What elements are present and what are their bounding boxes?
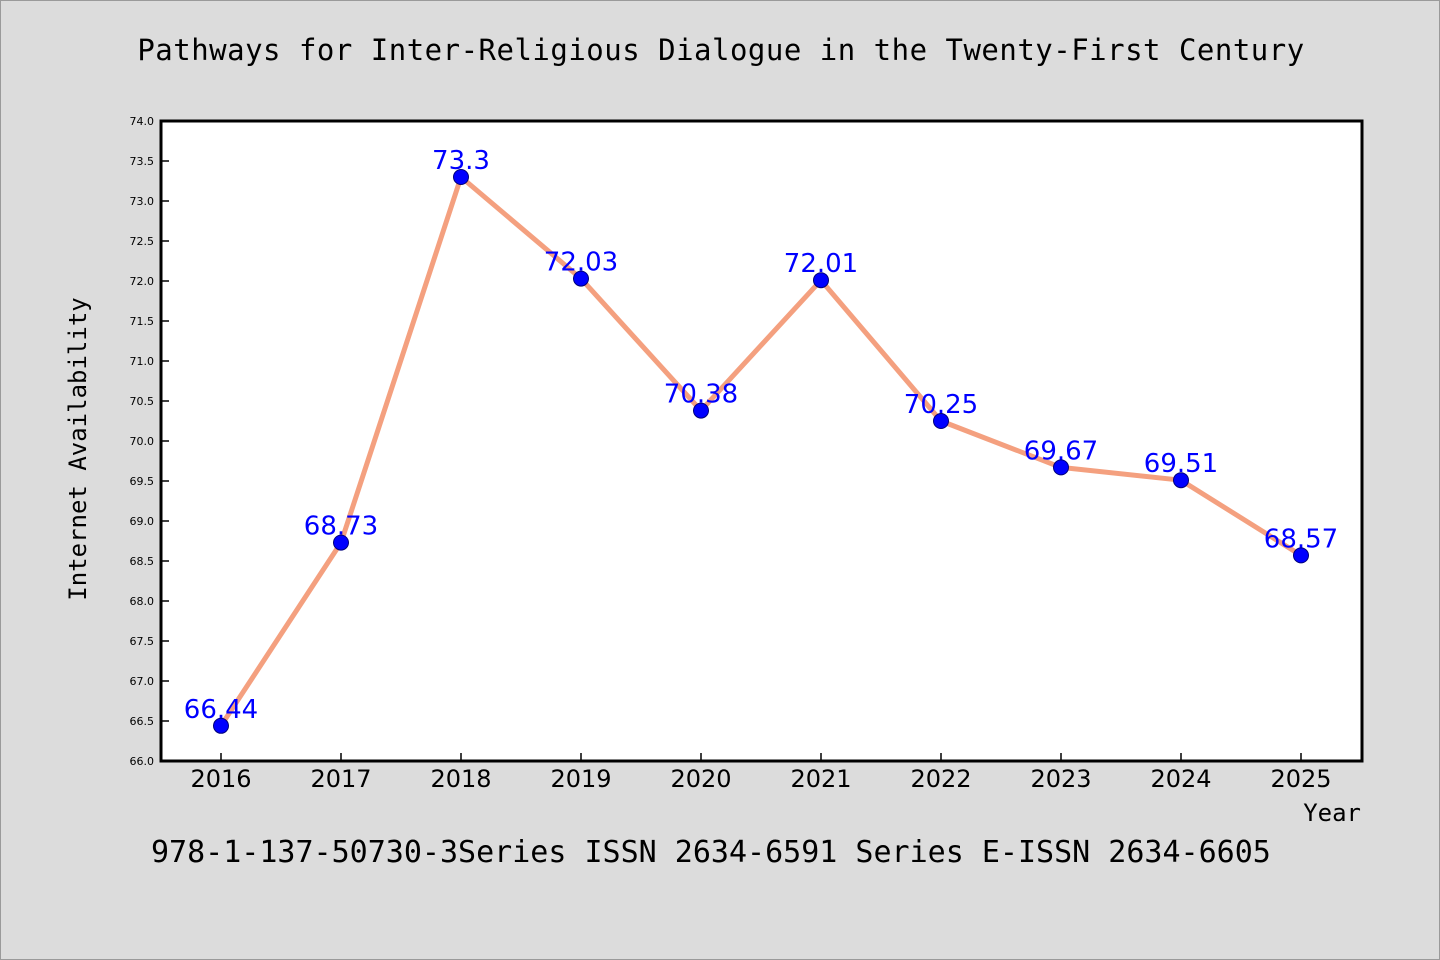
y-tick-label: 66.0 [130, 755, 155, 768]
x-axis: 2016 2017 2018 2019 2020 2021 2022 2023 2024 2025 [190, 753, 1332, 793]
y-tick-label: 68.0 [130, 595, 155, 608]
x-tick-label: 2022 [910, 765, 971, 793]
y-tick-label: 71.5 [130, 315, 155, 328]
x-tick-label: 2023 [1030, 765, 1091, 793]
x-tick-label: 2021 [790, 765, 851, 793]
y-tick-label: 72.5 [130, 235, 155, 248]
y-axis-label: Internet Availability [64, 297, 92, 600]
x-tick-label: 2020 [670, 765, 731, 793]
x-tick-label: 2024 [1150, 765, 1211, 793]
x-tick-label: 2025 [1270, 765, 1331, 793]
y-axis: 66.0 66.5 67.0 67.5 68.0 68.5 69.0 69.5 70.0 70.5… [130, 115, 169, 768]
y-tick-label: 68.5 [130, 555, 155, 568]
data-point [453, 169, 469, 185]
data-point [693, 402, 709, 419]
data-label: 72.03 [544, 248, 618, 278]
x-axis-label: Year [1303, 799, 1361, 827]
series-line [218, 174, 1303, 728]
data-point [1173, 472, 1189, 489]
x-tick-label: 2016 [190, 765, 251, 793]
y-tick-label: 73.5 [130, 155, 155, 168]
data-label: 68.73 [304, 512, 378, 542]
data-label: 73.3 [432, 146, 490, 176]
y-tick-label: 71.0 [130, 355, 155, 368]
data-point [933, 413, 949, 429]
data-label: 70.38 [664, 380, 738, 410]
data-point [213, 717, 229, 734]
y-tick-label: 74.0 [130, 115, 155, 128]
data-label: 70.25 [904, 390, 978, 420]
data-point [1053, 459, 1069, 476]
data-label: 68.57 [1264, 524, 1338, 554]
y-tick-label: 72.0 [130, 275, 155, 288]
data-label: 69.67 [1024, 436, 1098, 466]
data-point [1293, 547, 1309, 564]
y-tick-label: 67.0 [130, 675, 155, 688]
data-point [333, 534, 349, 551]
chart-title: Pathways for Inter-Religious Dialogue in… [137, 33, 1305, 67]
footer-isbn-text: 978-1-137-50730-3Series ISSN 2634-6591 S… [151, 835, 1271, 870]
y-tick-label: 69.5 [130, 475, 155, 488]
marker-group [213, 169, 1309, 734]
y-tick-label: 70.0 [130, 435, 155, 448]
y-tick-label: 66.5 [130, 715, 155, 728]
y-tick-label: 70.5 [130, 395, 155, 408]
data-label-group: 66.44 68.73 73.3 72.03 70.38 72.01 70.25 69.67 6… [184, 146, 1338, 725]
y-tick-label: 67.5 [130, 635, 155, 648]
x-tick-label: 2017 [310, 765, 371, 793]
series-line-group [218, 174, 1303, 728]
y-tick-label: 69.0 [130, 515, 155, 528]
data-label: 69.51 [1144, 449, 1218, 479]
data-point [573, 270, 589, 287]
x-tick-label: 2019 [550, 765, 611, 793]
data-label: 72.01 [784, 249, 858, 279]
x-tick-label: 2018 [430, 765, 491, 793]
plot-area [159, 119, 1364, 763]
data-point [813, 272, 829, 289]
data-label: 66.44 [184, 695, 258, 725]
y-tick-label: 73.0 [130, 195, 155, 208]
